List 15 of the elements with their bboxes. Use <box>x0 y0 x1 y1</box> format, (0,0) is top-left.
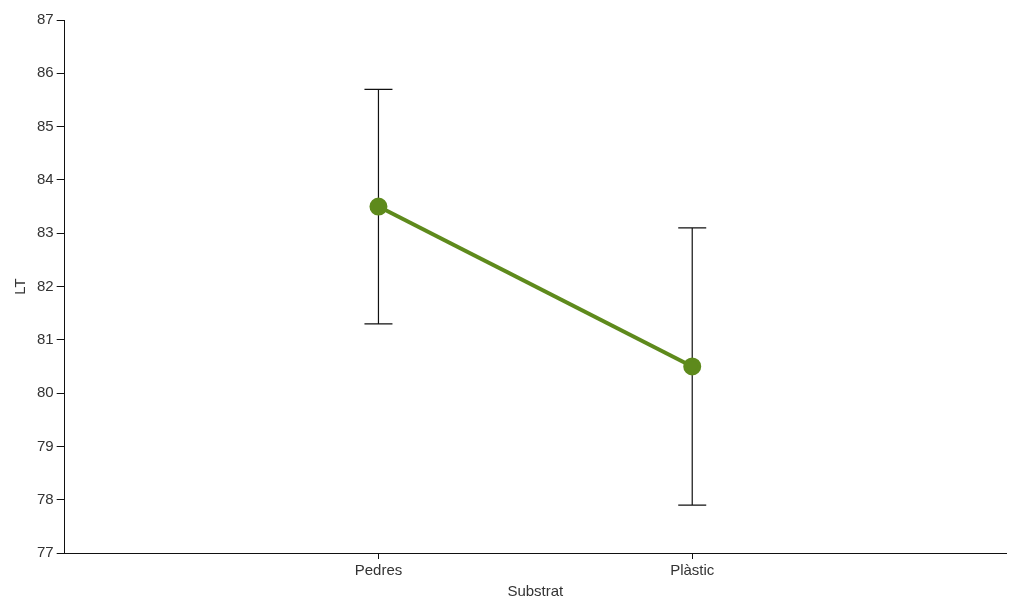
y-tick-label: 77 <box>37 543 54 561</box>
y-tick-label: 79 <box>37 436 54 454</box>
y-tick-label: 80 <box>37 383 54 401</box>
y-tick-label: 78 <box>37 489 54 507</box>
y-tick-label: 82 <box>37 276 54 294</box>
y-axis-title: LT <box>11 278 29 295</box>
y-tick-label: 87 <box>37 10 54 28</box>
x-axis-title: Substrat <box>507 582 565 600</box>
y-tick-label: 85 <box>37 116 54 134</box>
y-tick-label: 81 <box>37 329 54 347</box>
y-tick-label: 83 <box>37 223 54 241</box>
x-tick-label: Pedres <box>354 561 403 579</box>
y-tick-label: 86 <box>37 63 54 81</box>
y-tick-label: 84 <box>37 170 54 188</box>
x-tick-label: Plàstic <box>670 561 715 579</box>
